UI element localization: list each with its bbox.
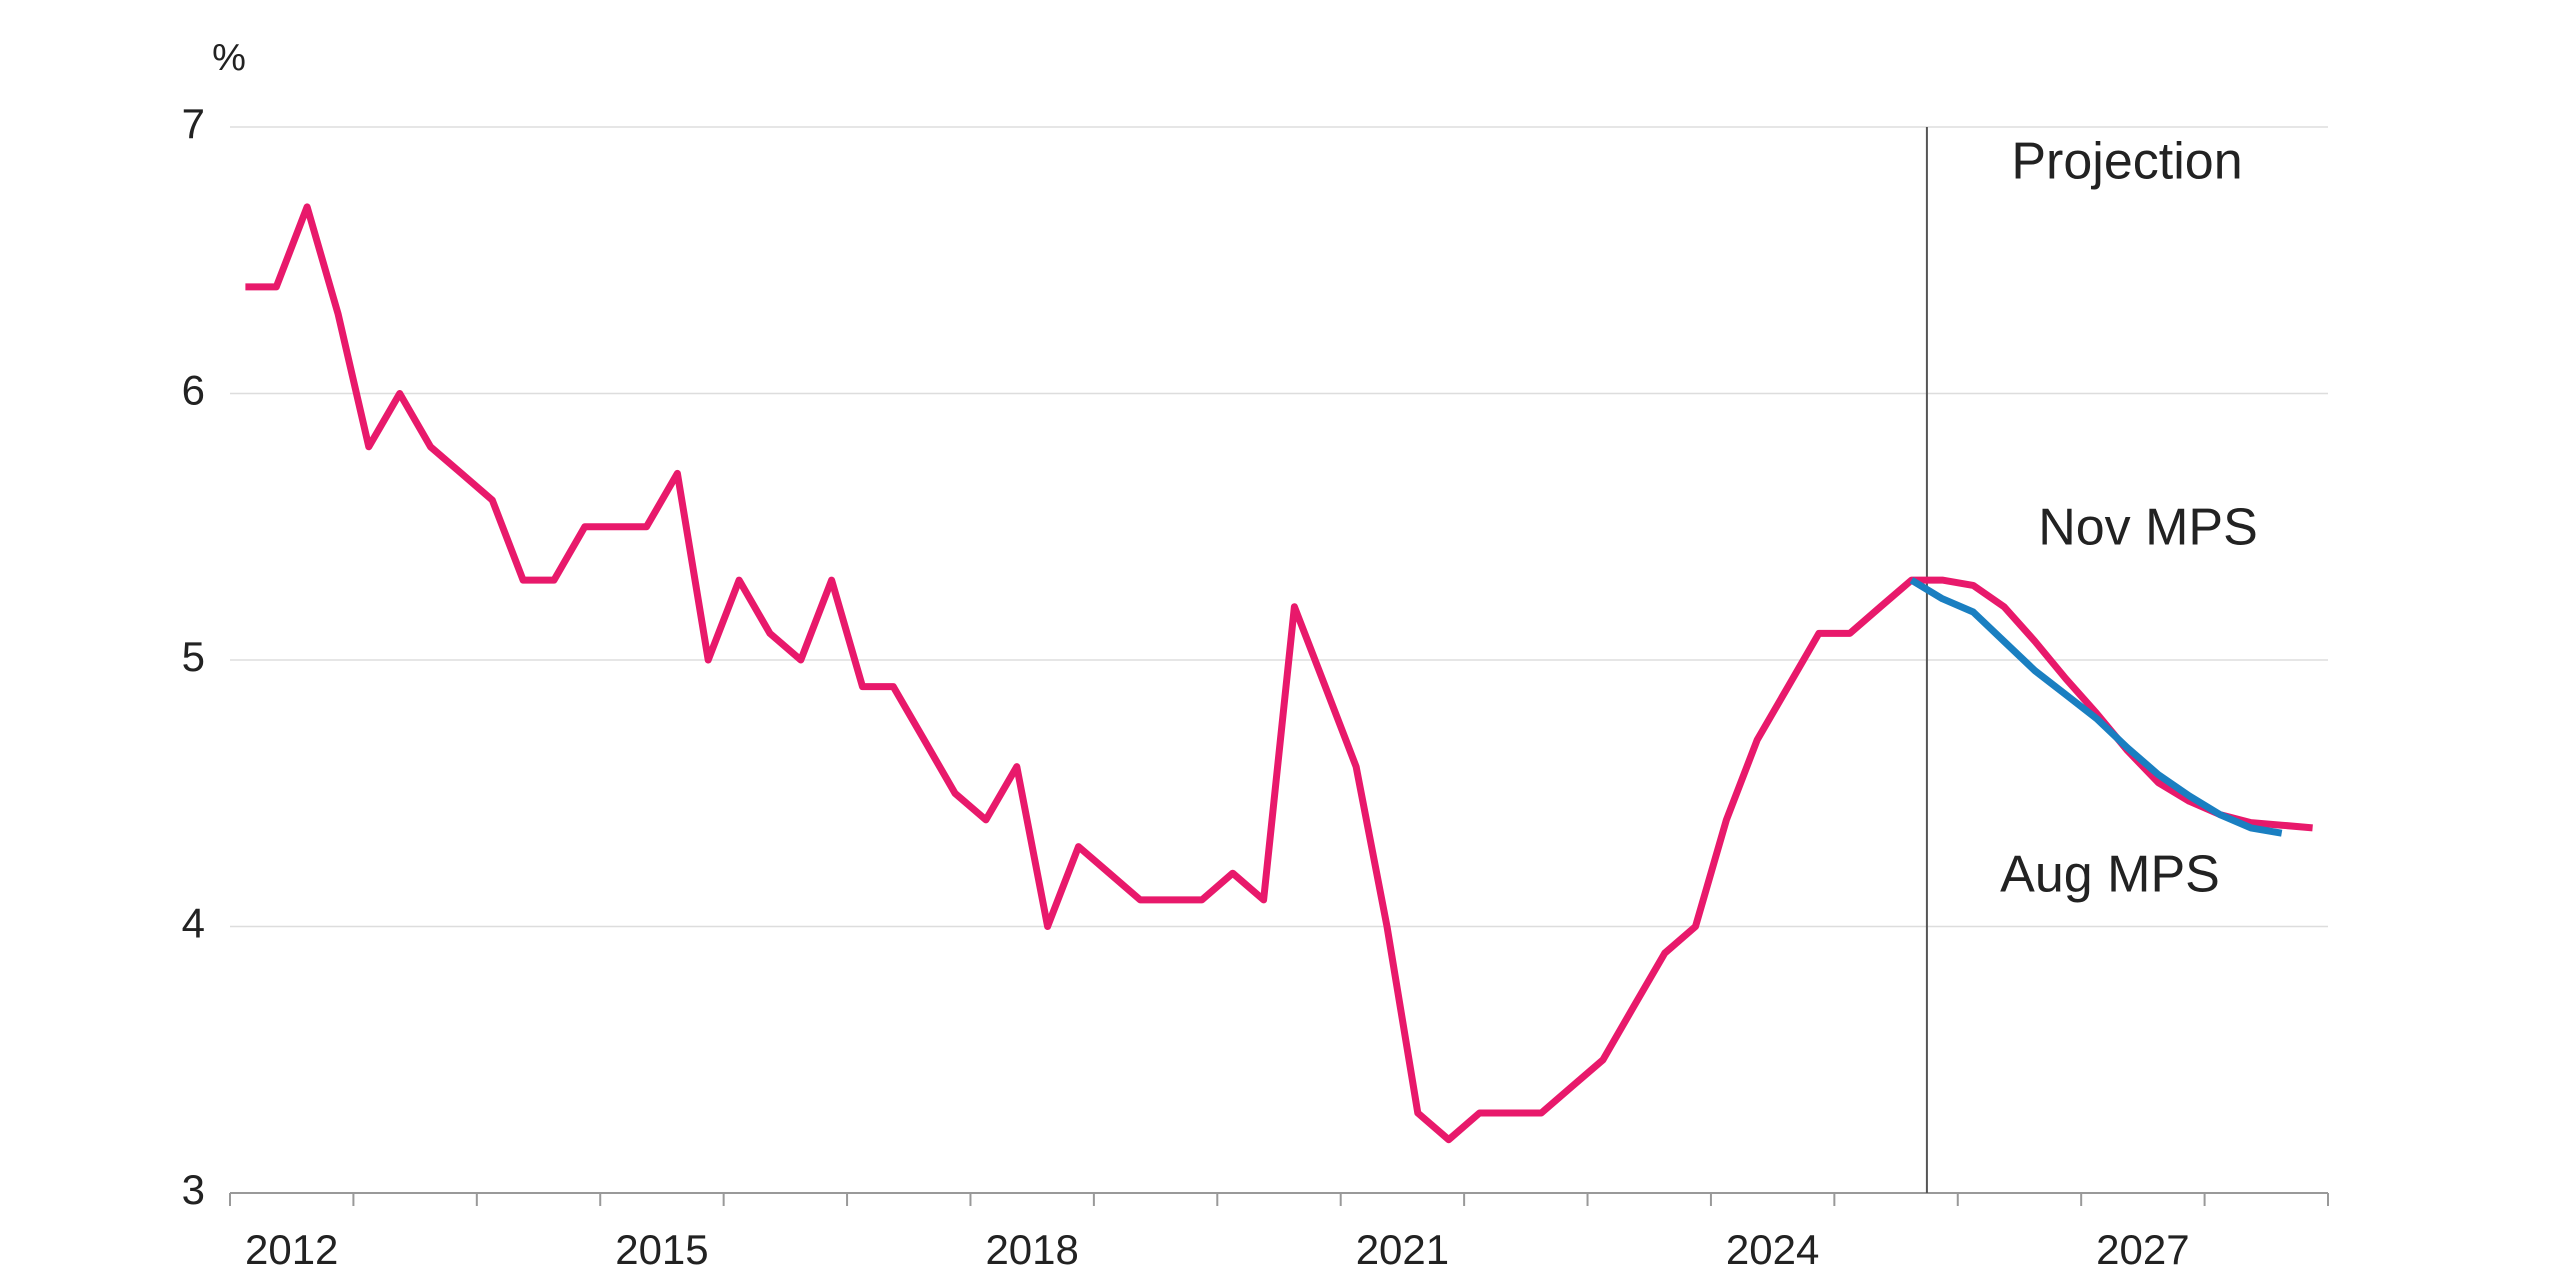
- y-unit-label: %: [212, 37, 246, 79]
- series-label: Nov MPS: [2038, 499, 2258, 557]
- x-tick-label: 2024: [1726, 1226, 1819, 1273]
- series-label: Aug MPS: [2000, 846, 2220, 904]
- y-tick-label: 3: [182, 1166, 205, 1213]
- x-tick-label: 2027: [2096, 1226, 2189, 1273]
- y-tick-label: 4: [182, 900, 205, 947]
- y-tick-label: 7: [182, 100, 205, 147]
- x-tick-label: 2018: [985, 1226, 1078, 1273]
- y-tick-label: 6: [182, 367, 205, 414]
- x-tick-label: 2012: [245, 1226, 338, 1273]
- x-tick-label: 2015: [615, 1226, 708, 1273]
- x-tick-label: 2021: [1356, 1226, 1449, 1273]
- y-tick-label: 5: [182, 633, 205, 680]
- projection-label: Projection: [2011, 133, 2242, 191]
- series-line: [245, 203, 2313, 1144]
- series-line: [1909, 577, 2283, 837]
